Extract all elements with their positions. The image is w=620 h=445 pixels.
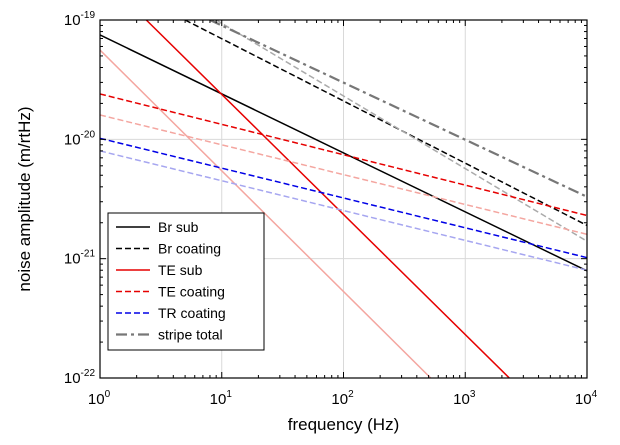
x-tick-label: 100: [88, 389, 111, 408]
legend-label: Br sub: [158, 219, 199, 235]
x-tick-exponent: 0: [105, 389, 111, 400]
y-tick-exponent: -19: [81, 10, 96, 21]
series-line-6: [100, 114, 587, 236]
y-tick-base: 10: [64, 12, 81, 29]
series-line-5: [100, 93, 587, 217]
y-tick-label: 10-19: [64, 10, 96, 29]
legend: Br sub Br coating TE sub TE coating TR coati…: [107, 212, 265, 351]
series-line-9: [209, 20, 587, 198]
x-tick-exponent: 3: [470, 389, 476, 400]
y-tick-label: 10-20: [64, 129, 96, 148]
y-axis-title: noise amplitude (m/rtHz): [15, 106, 34, 291]
series-layer: [100, 20, 587, 378]
x-tick-base: 10: [210, 391, 227, 408]
series-line-1: [184, 20, 587, 227]
y-tick-base: 10: [64, 251, 81, 268]
x-tick-label: 102: [331, 389, 354, 408]
y-tick-base: 10: [64, 370, 81, 387]
x-tick-base: 10: [575, 391, 592, 408]
x-tick-label: 103: [453, 389, 476, 408]
y-tick-label: 10-21: [64, 249, 96, 268]
x-tick-label: 104: [575, 389, 598, 408]
x-tick-exponent: 4: [592, 389, 598, 400]
legend-box: [107, 212, 265, 351]
series-line-7: [100, 137, 587, 259]
x-tick-label: 101: [210, 389, 233, 408]
legend-label: Br coating: [158, 241, 221, 257]
legend-label: stripe total: [158, 327, 223, 343]
y-tick-exponent: -20: [81, 129, 96, 140]
series-line-4: [100, 49, 432, 378]
y-tick-base: 10: [64, 131, 81, 148]
x-tick-base: 10: [331, 391, 348, 408]
x-tick-exponent: 1: [226, 389, 232, 400]
y-tick-exponent: -21: [81, 249, 96, 260]
y-tick-exponent: -22: [81, 368, 96, 379]
legend-label: TE coating: [158, 284, 225, 300]
series-line-8: [100, 150, 587, 271]
legend-label: TE sub: [158, 262, 203, 278]
x-axis-title: frequency (Hz): [288, 415, 399, 434]
series-line-3: [145, 20, 510, 378]
x-tick-exponent: 2: [348, 389, 354, 400]
x-tick-base: 10: [453, 391, 470, 408]
x-tick-base: 10: [88, 391, 105, 408]
legend-label: TR coating: [158, 305, 226, 321]
series-line-0: [100, 34, 587, 272]
y-tick-label: 10-22: [64, 368, 96, 387]
